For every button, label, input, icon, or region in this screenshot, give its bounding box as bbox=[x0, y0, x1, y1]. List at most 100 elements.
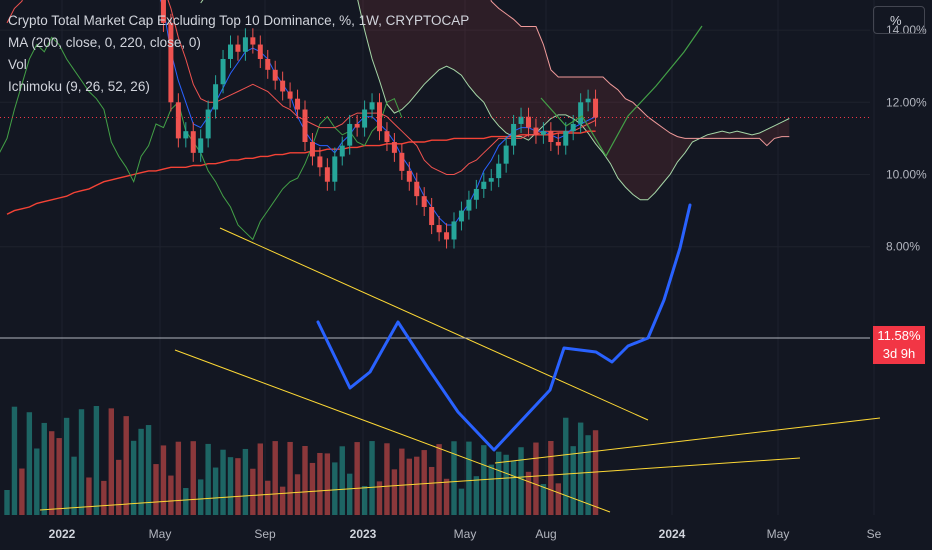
candle bbox=[399, 143, 405, 180]
candle bbox=[242, 28, 248, 61]
volume-bar bbox=[309, 462, 316, 515]
volume-bar bbox=[250, 468, 256, 515]
volume-bar bbox=[332, 462, 338, 515]
candle bbox=[295, 89, 301, 119]
candle bbox=[168, 13, 174, 112]
volume-bar bbox=[302, 446, 308, 515]
volume-bar bbox=[577, 422, 584, 515]
volume-bar bbox=[242, 448, 249, 515]
volume-bar bbox=[369, 441, 375, 515]
candle bbox=[280, 71, 286, 101]
volume-bar bbox=[451, 441, 457, 515]
volume-bar bbox=[533, 442, 539, 515]
candle bbox=[175, 93, 181, 148]
candle bbox=[213, 75, 219, 119]
last-price-tag: 11.58% 3d 9h bbox=[873, 326, 925, 364]
candle bbox=[272, 60, 278, 90]
volume-bar bbox=[49, 431, 55, 515]
volume-bar bbox=[227, 457, 234, 515]
candle bbox=[190, 122, 196, 162]
trendline-upper bbox=[219, 227, 649, 421]
ichimoku-conversion-line bbox=[160, 0, 596, 226]
moving-average-line bbox=[6, 130, 596, 215]
legend-ichimoku[interactable]: Ichimoku (9, 26, 52, 26) bbox=[8, 79, 150, 94]
volume-bar bbox=[183, 488, 189, 515]
volume-bar bbox=[153, 464, 159, 515]
volume-bar bbox=[160, 445, 167, 515]
volume-bar bbox=[473, 476, 480, 515]
volume-bar bbox=[354, 442, 360, 515]
candle bbox=[570, 114, 576, 141]
candle bbox=[369, 93, 375, 119]
ichimoku-leading-span-a bbox=[200, 0, 790, 201]
candle bbox=[384, 122, 390, 152]
candle bbox=[160, 0, 166, 32]
volume-bar bbox=[272, 441, 278, 515]
volume-bar bbox=[190, 441, 196, 515]
volume-bar bbox=[108, 408, 114, 515]
candle bbox=[414, 172, 420, 206]
volume-bar bbox=[376, 481, 383, 515]
x-tick-label: 2023 bbox=[350, 527, 377, 541]
candle bbox=[287, 82, 293, 108]
volume-bar bbox=[518, 447, 524, 515]
x-tick-label: 2022 bbox=[49, 527, 76, 541]
volume-bar bbox=[287, 441, 293, 515]
candle bbox=[466, 190, 472, 220]
volume-bar bbox=[34, 448, 40, 515]
legend-ma[interactable]: MA (200, close, 0, 220, close, 0) bbox=[8, 35, 201, 50]
x-tick-label: May bbox=[149, 527, 172, 541]
projection-path bbox=[316, 203, 692, 452]
candle bbox=[362, 100, 368, 137]
volume-bar bbox=[168, 475, 174, 515]
y-tick-label: 12.00% bbox=[886, 95, 927, 109]
volume-bar bbox=[592, 430, 599, 515]
volume-bar bbox=[466, 441, 472, 515]
volume-bar bbox=[294, 474, 301, 515]
projected-lagging-span bbox=[540, 25, 703, 158]
unit-label: % bbox=[890, 12, 902, 28]
x-tick-label: 2024 bbox=[659, 527, 686, 541]
volume-bar bbox=[78, 409, 85, 515]
volume-bar bbox=[175, 441, 182, 515]
candle bbox=[540, 122, 546, 144]
volume-bar bbox=[220, 449, 226, 515]
candle bbox=[563, 122, 569, 155]
volume-bar bbox=[510, 460, 517, 515]
chart-legend: Crypto Total Market Cap Excluding Top 10… bbox=[8, 10, 469, 98]
volume-bar bbox=[279, 486, 286, 515]
candle bbox=[228, 35, 233, 69]
candle bbox=[593, 89, 599, 127]
candle bbox=[406, 161, 412, 191]
volume-bar bbox=[41, 422, 47, 515]
volume-bar bbox=[563, 417, 569, 515]
volume-bar bbox=[265, 480, 271, 515]
volume-bar bbox=[384, 443, 390, 515]
x-tick-label: May bbox=[454, 527, 477, 541]
candle bbox=[220, 49, 226, 94]
candle bbox=[421, 187, 427, 217]
y-tick-label: 10.00% bbox=[886, 168, 927, 182]
volume-bar bbox=[414, 456, 420, 515]
trendline-base bbox=[39, 457, 801, 511]
price-scale-unit-button[interactable]: % bbox=[873, 6, 925, 34]
candle bbox=[257, 35, 263, 69]
volume-bar bbox=[71, 456, 77, 515]
candle bbox=[511, 114, 517, 155]
volume-bar bbox=[63, 417, 70, 515]
candle bbox=[503, 136, 509, 173]
legend-vol[interactable]: Vol bbox=[8, 57, 27, 72]
volume-bar bbox=[585, 435, 591, 515]
volume-bar bbox=[26, 412, 33, 515]
last-price-value: 11.58% bbox=[877, 328, 921, 343]
volume-bar bbox=[548, 441, 554, 515]
ichimoku-cloud bbox=[200, 0, 790, 200]
volume-bar bbox=[570, 446, 576, 515]
x-tick-label: Se bbox=[867, 527, 882, 541]
trendline-lower bbox=[174, 349, 611, 513]
volume-bar bbox=[56, 438, 62, 515]
volume-bar bbox=[496, 451, 502, 515]
volume-bar bbox=[11, 406, 18, 515]
volume-bar bbox=[399, 448, 405, 515]
